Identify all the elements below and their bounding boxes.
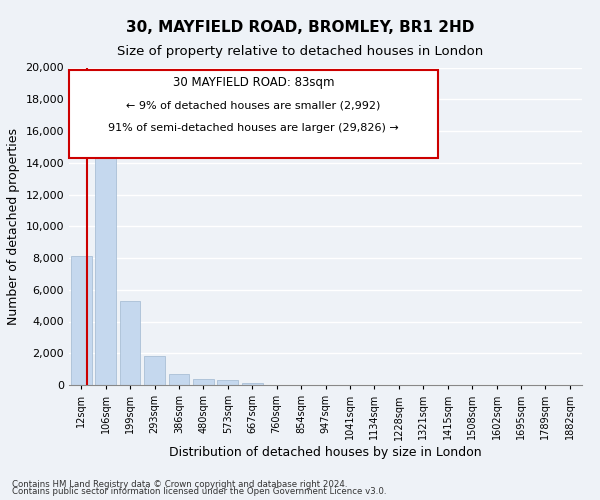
Text: Contains HM Land Registry data © Crown copyright and database right 2024.: Contains HM Land Registry data © Crown c… bbox=[12, 480, 347, 489]
Bar bbox=[169, 374, 190, 385]
Bar bbox=[242, 382, 263, 385]
Text: 30, MAYFIELD ROAD, BROMLEY, BR1 2HD: 30, MAYFIELD ROAD, BROMLEY, BR1 2HD bbox=[126, 20, 474, 35]
Bar bbox=[144, 356, 165, 385]
Text: Contains public sector information licensed under the Open Government Licence v3: Contains public sector information licen… bbox=[12, 488, 386, 496]
Text: Size of property relative to detached houses in London: Size of property relative to detached ho… bbox=[117, 45, 483, 58]
Bar bbox=[119, 301, 140, 385]
Text: 91% of semi-detached houses are larger (29,826) →: 91% of semi-detached houses are larger (… bbox=[108, 124, 399, 134]
Bar bbox=[95, 122, 116, 385]
Text: ← 9% of detached houses are smaller (2,992): ← 9% of detached houses are smaller (2,9… bbox=[127, 101, 380, 111]
X-axis label: Distribution of detached houses by size in London: Distribution of detached houses by size … bbox=[169, 446, 482, 460]
Bar bbox=[193, 380, 214, 385]
Bar bbox=[217, 380, 238, 385]
Bar bbox=[71, 256, 92, 385]
Y-axis label: Number of detached properties: Number of detached properties bbox=[7, 128, 20, 325]
Text: 30 MAYFIELD ROAD: 83sqm: 30 MAYFIELD ROAD: 83sqm bbox=[173, 76, 334, 89]
